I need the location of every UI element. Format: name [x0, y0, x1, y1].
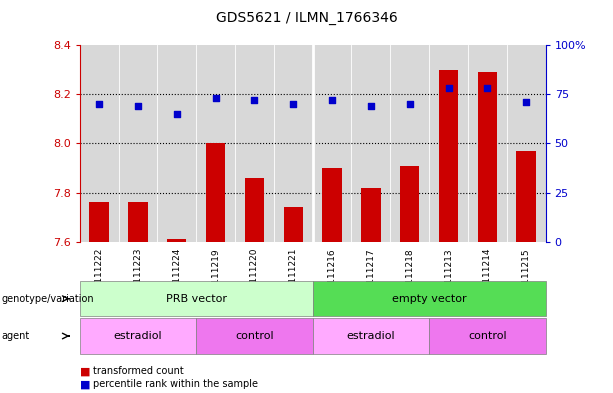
Bar: [284, 207, 303, 242]
Point: [133, 103, 143, 109]
Point: [366, 103, 376, 109]
Text: control: control: [235, 331, 274, 341]
Point: [405, 101, 414, 107]
Point: [288, 101, 298, 107]
Text: empty vector: empty vector: [392, 294, 466, 304]
Point: [482, 85, 492, 92]
Point: [94, 101, 104, 107]
Text: control: control: [468, 331, 507, 341]
Text: estradiol: estradiol: [113, 331, 162, 341]
Text: agent: agent: [1, 331, 29, 341]
Text: PRB vector: PRB vector: [166, 294, 227, 304]
Point: [444, 85, 454, 92]
Text: genotype/variation: genotype/variation: [1, 294, 94, 304]
Text: estradiol: estradiol: [346, 331, 395, 341]
Bar: [400, 165, 419, 242]
Point: [211, 95, 221, 101]
Bar: [206, 143, 226, 242]
Bar: [128, 202, 148, 242]
Text: ■: ■: [80, 366, 90, 376]
Text: percentile rank within the sample: percentile rank within the sample: [93, 379, 258, 389]
Bar: [439, 70, 459, 242]
Bar: [478, 72, 497, 242]
Point: [521, 99, 531, 105]
Bar: [516, 151, 536, 242]
Text: transformed count: transformed count: [93, 366, 184, 376]
Point: [172, 111, 181, 117]
Bar: [245, 178, 264, 242]
Bar: [89, 202, 109, 242]
Point: [249, 97, 259, 103]
Text: ■: ■: [80, 379, 90, 389]
Bar: [167, 239, 186, 242]
Point: [327, 97, 337, 103]
Text: GDS5621 / ILMN_1766346: GDS5621 / ILMN_1766346: [216, 11, 397, 25]
Bar: [322, 168, 342, 242]
Bar: [361, 187, 381, 242]
